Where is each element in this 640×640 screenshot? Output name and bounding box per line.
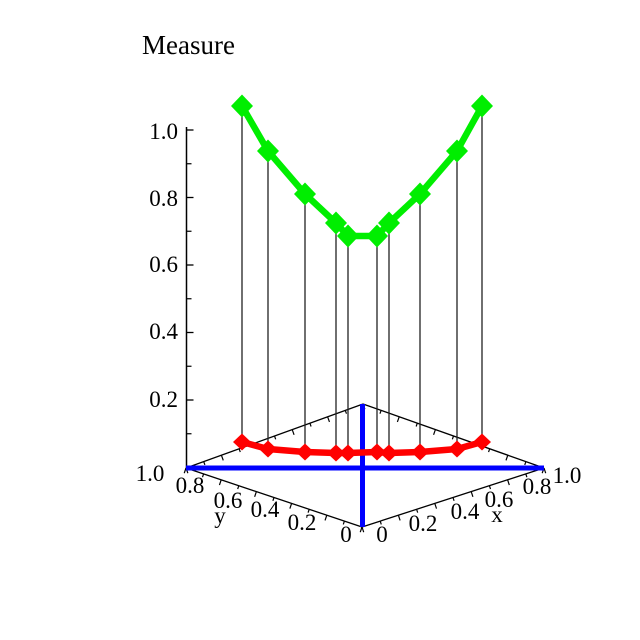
edge-tick	[524, 461, 527, 466]
edge-tick	[342, 520, 345, 525]
edge-tick	[203, 461, 206, 466]
edge-tick	[416, 509, 419, 513]
base-path-marker	[259, 440, 277, 458]
edge-tick	[415, 423, 418, 427]
edge-tick	[379, 520, 382, 525]
measure-curve	[238, 102, 486, 240]
z-tick-label: 0.6	[149, 252, 178, 277]
measure-curve-marker	[471, 94, 493, 118]
base-path-marker	[411, 443, 429, 461]
y-tick-label: 1.0	[136, 461, 165, 486]
edge-tick	[470, 491, 474, 498]
edge-tick	[273, 435, 277, 440]
edge-tick	[397, 515, 401, 521]
edge-tick	[324, 515, 328, 521]
edge-tick	[238, 448, 241, 453]
edge-tick	[237, 485, 240, 490]
measure-curve-marker	[257, 139, 279, 163]
measure-curve-marker	[409, 182, 431, 206]
x-tick-label: 1.0	[553, 463, 582, 488]
base-path-marker	[448, 440, 466, 458]
axis-title-label: x	[491, 502, 503, 527]
measure-curve-marker	[337, 224, 359, 248]
edge-tick	[327, 416, 331, 423]
measure-curve-marker	[366, 224, 388, 248]
edge-tick	[272, 497, 275, 502]
measure-curve-marker	[294, 182, 316, 206]
edge-tick	[488, 485, 492, 490]
base-path-curve	[238, 438, 486, 457]
base-path-marker	[327, 444, 345, 462]
edge-tick	[452, 497, 455, 502]
edge-tick	[218, 479, 222, 486]
edge-tick	[505, 455, 509, 461]
z-tick-label: 0.8	[149, 186, 178, 211]
x-tick-label: 0.2	[409, 511, 438, 536]
edge-tick	[525, 473, 528, 478]
z-tick-label: 0.2	[149, 387, 178, 412]
axis-title-label: y	[214, 503, 226, 528]
edge-tick	[396, 416, 400, 423]
edge-tick	[291, 429, 295, 435]
chart-title: Measure	[142, 30, 235, 60]
base-path-marker	[473, 433, 491, 451]
edge-tick	[379, 410, 382, 414]
x-tick-label: 0.6	[485, 487, 514, 512]
x-tick-label: 0.8	[523, 474, 552, 499]
x-tick-label: 0.4	[451, 499, 480, 524]
measure-curve-marker	[378, 211, 400, 235]
base-path-marker	[339, 444, 357, 462]
y-tick-label: 0.4	[251, 497, 280, 522]
x-tick-label: 0	[376, 522, 388, 547]
edge-tick	[220, 454, 224, 461]
edge-tick	[289, 503, 293, 509]
edge-tick	[507, 479, 510, 486]
base-path-marker	[296, 443, 314, 461]
edge-tick	[433, 429, 436, 435]
base-path-marker	[233, 433, 251, 451]
y-tick-label: 0.2	[288, 510, 317, 535]
edge-tick	[434, 503, 438, 509]
edge-tick	[361, 526, 365, 533]
z-tick-label: 1.0	[149, 119, 178, 144]
z-tick-label: 0.4	[149, 319, 178, 344]
base-path-marker	[380, 444, 398, 462]
edge-tick	[309, 422, 312, 427]
edge-tick	[451, 435, 455, 440]
edge-tick	[307, 509, 310, 513]
measure-curve-marker	[231, 94, 253, 118]
edge-tick	[254, 491, 257, 498]
y-tick-label: 0.8	[176, 473, 205, 498]
measure-curve-marker	[325, 211, 347, 235]
edge-tick	[201, 473, 205, 478]
measure-curve-marker	[446, 139, 468, 163]
edge-tick	[487, 448, 491, 453]
y-tick-label: 0.6	[214, 488, 243, 513]
edge-tick	[344, 410, 348, 414]
base-path-marker	[368, 443, 386, 461]
y-tick-label: 0	[340, 522, 352, 547]
